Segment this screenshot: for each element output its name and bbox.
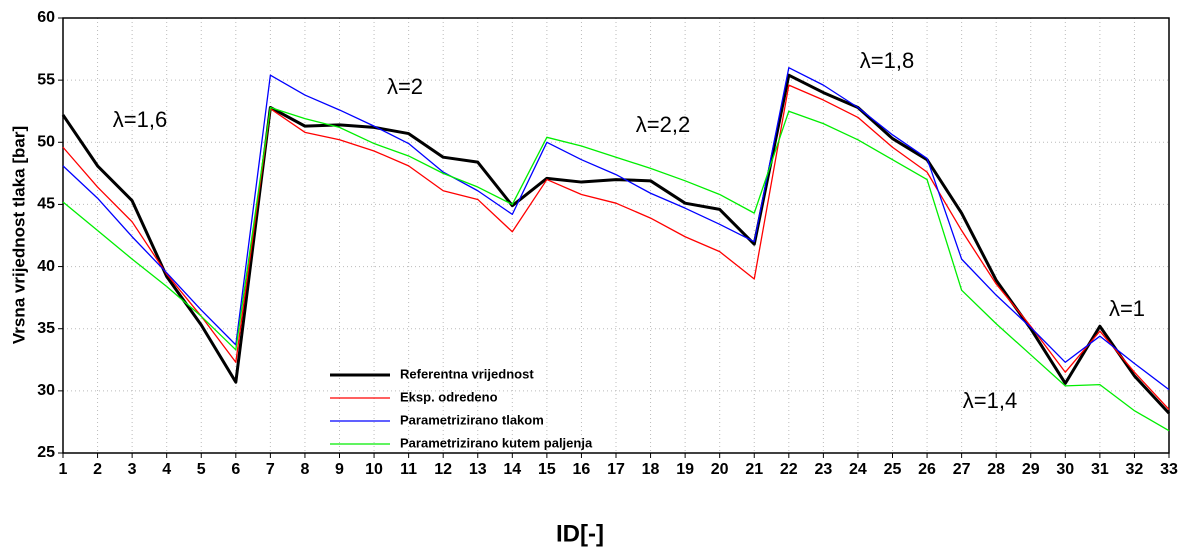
y-tick-label: 30 <box>37 382 55 399</box>
y-tick-label: 60 <box>37 9 55 26</box>
x-tick-label: 14 <box>503 461 521 478</box>
x-tick-label: 20 <box>711 461 729 478</box>
x-tick-label: 25 <box>884 461 902 478</box>
series-line <box>62 67 1170 391</box>
annotation: λ=2,2 <box>636 112 690 137</box>
x-tick-label: 11 <box>400 461 417 478</box>
x-tick-label: 24 <box>849 461 867 478</box>
x-tick-label: 2 <box>93 461 102 478</box>
x-tick-label: 15 <box>538 461 556 478</box>
x-axis-label: ID[-] <box>556 520 604 547</box>
annotation: λ=1,6 <box>113 107 167 132</box>
x-tick-label: 19 <box>676 461 694 478</box>
x-tick-label: 33 <box>1160 461 1178 478</box>
y-tick-label: 35 <box>37 320 55 337</box>
series-line <box>62 106 1170 432</box>
legend-label: Referentna vrijednost <box>400 366 534 381</box>
annotation: λ=2 <box>387 74 423 99</box>
y-tick-label: 50 <box>37 134 55 151</box>
y-tick-label: 55 <box>37 71 55 88</box>
annotation: λ=1 <box>1109 296 1145 321</box>
legend-label: Parametrizirano kutem paljenja <box>400 435 593 450</box>
legend-label: Parametrizirano tlakom <box>400 412 544 427</box>
plot-frame <box>62 17 1170 454</box>
annotation: λ=1,4 <box>963 388 1017 413</box>
x-tick-label: 18 <box>642 461 660 478</box>
x-tick-label: 1 <box>59 461 68 478</box>
x-tick-label: 8 <box>300 461 309 478</box>
x-tick-label: 3 <box>128 461 137 478</box>
y-tick-label: 25 <box>37 444 55 461</box>
x-tick-label: 31 <box>1091 461 1109 478</box>
x-tick-label: 12 <box>434 461 452 478</box>
x-tick-label: 32 <box>1126 461 1144 478</box>
x-tick-label: 22 <box>780 461 798 478</box>
x-tick-label: 9 <box>335 461 344 478</box>
x-tick-label: 23 <box>814 461 832 478</box>
series-line <box>62 84 1170 410</box>
x-tick-label: 27 <box>953 461 971 478</box>
x-tick-label: 13 <box>469 461 487 478</box>
x-tick-label: 5 <box>197 461 206 478</box>
legend-label: Eksp. odredeno <box>400 389 498 404</box>
x-tick-label: 21 <box>745 461 763 478</box>
x-tick-label: 4 <box>162 461 171 478</box>
x-tick-label: 28 <box>987 461 1005 478</box>
y-axis-label: Vrsna vrijednost tlaka [bar] <box>9 126 28 344</box>
series-line <box>61 73 1171 415</box>
x-tick-label: 30 <box>1056 461 1074 478</box>
x-tick-label: 6 <box>231 461 240 478</box>
annotation: λ=1,8 <box>860 48 914 73</box>
x-tick-label: 17 <box>607 461 625 478</box>
x-tick-label: 29 <box>1022 461 1040 478</box>
x-tick-label: 10 <box>365 461 383 478</box>
x-tick-label: 7 <box>266 461 275 478</box>
x-tick-label: 26 <box>918 461 936 478</box>
y-tick-label: 45 <box>37 196 55 213</box>
y-tick-label: 40 <box>37 258 55 275</box>
x-tick-label: 16 <box>573 461 591 478</box>
